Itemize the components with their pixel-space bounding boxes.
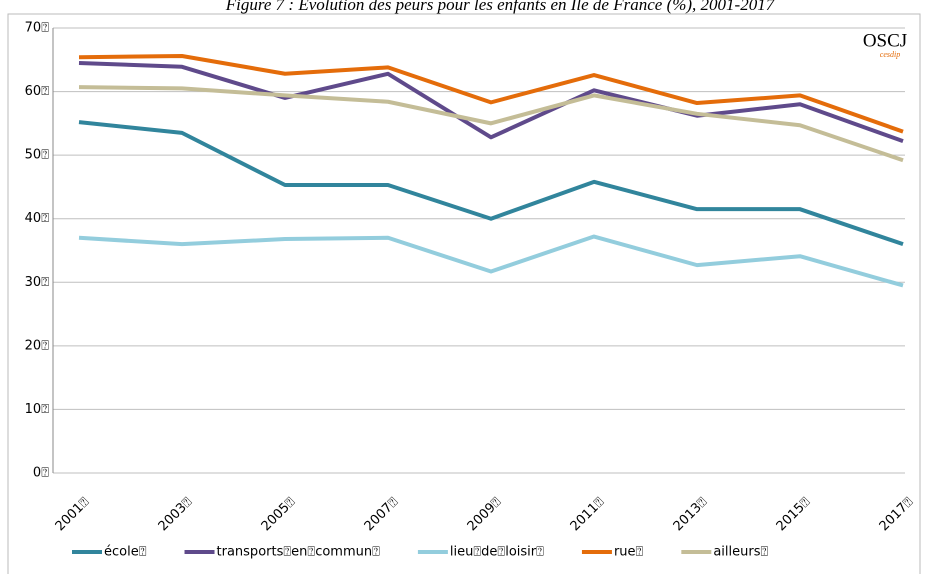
y-tick-label: 10⍰ bbox=[25, 402, 50, 417]
x-tick-label: 2009⍰ bbox=[465, 495, 505, 535]
x-tick-label: 2003⍰ bbox=[156, 495, 196, 535]
y-tick-label: 30⍰ bbox=[25, 275, 50, 290]
y-tick-label: 20⍰ bbox=[25, 338, 50, 353]
y-tick-label: 60⍰ bbox=[25, 84, 50, 99]
series-line bbox=[78, 234, 904, 288]
legend-label: rue⍰ bbox=[614, 545, 644, 560]
x-tick-label: 2007⍰ bbox=[362, 495, 402, 535]
legend-label: transports⍰en⍰commun⍰ bbox=[217, 545, 381, 560]
logo: OSCJ bbox=[863, 30, 907, 51]
y-tick-label: 0⍰ bbox=[33, 466, 49, 481]
y-tick-label: 50⍰ bbox=[25, 148, 50, 163]
logo-sub: cesdip bbox=[880, 50, 900, 59]
legend-label: ailleurs⍰ bbox=[713, 545, 768, 560]
series-line bbox=[78, 60, 904, 144]
x-tick-label: 2013⍰ bbox=[671, 495, 711, 535]
chart-frame bbox=[7, 13, 921, 574]
chart-title: Figure 7 : Evolution des peurs pour les … bbox=[225, 0, 776, 14]
x-tick-label: 2011⍰ bbox=[568, 495, 608, 535]
y-tick-label: 70⍰ bbox=[25, 21, 50, 36]
legend-label: lieu⍰de⍰loisir⍰ bbox=[450, 545, 544, 560]
y-tick-label: 40⍰ bbox=[25, 211, 50, 226]
series-line bbox=[78, 120, 904, 247]
x-tick-label: 2017⍰ bbox=[877, 495, 917, 535]
series-line bbox=[78, 53, 904, 134]
series-line bbox=[78, 85, 904, 163]
legend-label: école⍰ bbox=[104, 545, 147, 560]
x-tick-label: 2005⍰ bbox=[259, 495, 299, 535]
x-tick-label: 2015⍰ bbox=[774, 495, 814, 535]
x-tick-label: 2001⍰ bbox=[53, 495, 93, 535]
